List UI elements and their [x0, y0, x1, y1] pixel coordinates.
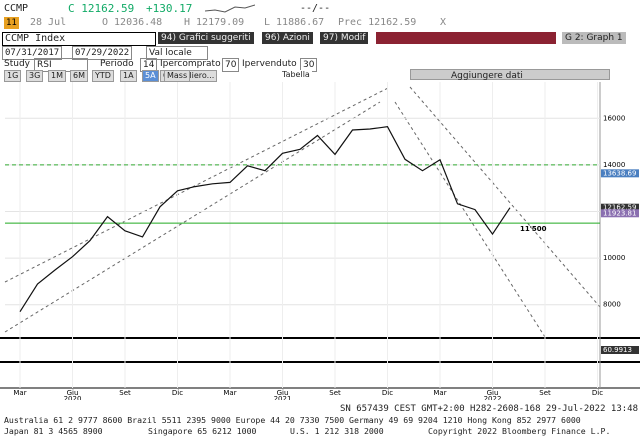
y-tick-label: 8000 [603, 301, 621, 309]
suggested-button[interactable]: 94) Grafici suggeriti [158, 32, 254, 44]
overbought-label: Ipercomprato [160, 59, 221, 69]
period-label: Periodo [100, 59, 134, 69]
actions-button[interactable]: 96) Azioni [262, 32, 313, 44]
footer-contacts: Singapore 65 6212 1000 [148, 426, 257, 436]
reference-label: 11'500 [520, 225, 547, 233]
title-band [376, 32, 556, 44]
footer-contacts: Australia 61 2 9777 8600 Brazil 5511 239… [4, 415, 581, 425]
change: +130.17 [146, 2, 193, 15]
open: O 12036.48 [102, 17, 163, 28]
x-tick-label: Giu [487, 389, 499, 397]
table-toggle[interactable]: Tabella [280, 70, 312, 80]
prev: Prec 12162.59 [338, 17, 417, 28]
channel-line [394, 101, 546, 338]
study-label: Study [4, 59, 30, 69]
edit-button[interactable]: 97) Modif [320, 32, 369, 44]
end-date[interactable]: 07/29/2022 [72, 46, 133, 60]
ticker: CCMP [4, 3, 29, 14]
x-tick-label: Dic [172, 389, 183, 397]
value-tag [601, 209, 639, 218]
x-tick-label: Giu [277, 389, 289, 397]
period-button[interactable]: 1A [120, 70, 137, 82]
year-label: 2020 [64, 395, 82, 400]
y-tick-label: 14000 [603, 161, 625, 169]
value-tag [601, 169, 639, 178]
low: L 11886.67 [264, 17, 325, 28]
x-tick-label: Set [539, 389, 551, 397]
currency-select[interactable]: Val locale [146, 46, 208, 60]
rsi-label: 60.9913 [603, 346, 632, 354]
rsi-tag [601, 346, 639, 354]
quote-date: 28 Jul [30, 17, 67, 28]
price-line [19, 126, 511, 313]
year-label: 2022 [484, 395, 502, 400]
period-button[interactable]: 6M [70, 70, 88, 82]
oversold-label: Ipervenduto [242, 59, 297, 69]
chart: 800010000120001400016000MarGiuSetDicMarG… [0, 82, 640, 400]
close-button[interactable]: X [440, 17, 447, 28]
x-tick-label: Dic [382, 389, 393, 397]
chart-bg [0, 82, 640, 400]
footer-contacts: U.S. 1 212 318 2000 [290, 426, 384, 436]
value-tag-label: 12162.59 [603, 204, 636, 212]
high: H 12179.09 [184, 17, 245, 28]
footer-copyright: Copyright 2022 Bloomberg Finance L.P. [428, 426, 611, 436]
footer-session: SN 657439 CEST GMT+2:00 H282-2608-168 29… [340, 404, 639, 414]
x-tick-label: Set [329, 389, 341, 397]
value-tag-label: 11923.81 [603, 209, 636, 217]
start-date[interactable]: 07/31/2017 [2, 46, 63, 60]
x-tick-label: Mar [433, 389, 446, 397]
y-tick-label: 10000 [603, 254, 625, 262]
channel-line [409, 86, 601, 308]
x-tick-label: Set [119, 389, 131, 397]
y-tick-label: 16000 [603, 114, 625, 122]
period-button[interactable]: 5A [142, 70, 159, 82]
x-tick-label: Mar [13, 389, 26, 397]
sparkline-range: --/-- [300, 3, 331, 14]
channel-line [4, 101, 381, 333]
x-tick-label: Dic [592, 389, 603, 397]
x-tick-label: Giu [67, 389, 79, 397]
value-tag [601, 203, 639, 212]
security-input[interactable]: CCMP Index [2, 32, 156, 46]
period-button[interactable]: 1G [4, 70, 22, 82]
year-label: 2021 [274, 395, 292, 400]
value-tag-label: 13638.69 [603, 169, 636, 177]
footer-contacts: Japan 81 3 4565 8900 [4, 426, 103, 436]
period-button[interactable]: 3G [26, 70, 44, 82]
graph-label: G 2: Graph 1 [562, 32, 626, 44]
overbought-input[interactable]: 70 [222, 58, 240, 72]
period-button[interactable]: Mass [164, 70, 191, 82]
sparkline [205, 4, 255, 13]
icon[interactable]: 11 [4, 17, 19, 29]
last-price: C 12162.59 [68, 2, 135, 15]
add-data-input[interactable]: Aggiungere dati [410, 69, 610, 81]
period-button[interactable]: 1M [48, 70, 66, 82]
period-button[interactable]: YTD [92, 70, 114, 82]
x-tick-label: Mar [223, 389, 236, 397]
